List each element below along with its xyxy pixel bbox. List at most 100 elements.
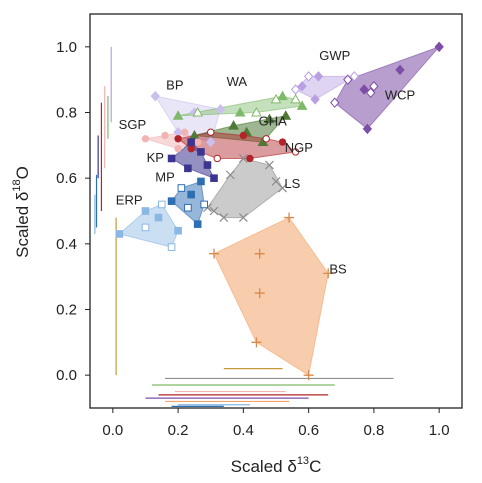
x-tick-label: 0.6	[298, 422, 319, 439]
point-bs	[254, 288, 265, 299]
group-hulls	[118, 45, 441, 377]
point-kp	[203, 161, 212, 169]
point-ngp	[187, 144, 195, 153]
y-axis-title-sup: 18	[11, 179, 23, 191]
point-sgp	[141, 135, 150, 143]
point-gha	[264, 113, 275, 124]
y-axis-title-tail: O	[13, 166, 32, 179]
point-mp	[200, 200, 209, 209]
point-sgp	[161, 131, 169, 140]
y-tick-label: 0.2	[56, 302, 77, 319]
point-ls	[238, 213, 248, 222]
point-mp	[187, 190, 195, 199]
point-wcp	[343, 74, 353, 85]
point-mp	[184, 203, 192, 212]
point-wcp	[330, 97, 340, 108]
point-ngp	[278, 138, 287, 146]
hull-bs	[213, 216, 329, 377]
point-bs	[209, 248, 219, 259]
group-label-erp: ERP	[116, 192, 143, 207]
point-bs	[323, 268, 334, 279]
point-wcp	[362, 123, 373, 135]
point-mp	[197, 177, 205, 186]
point-bs	[251, 337, 262, 348]
point-erp	[167, 243, 176, 251]
point-gwp	[313, 71, 324, 82]
point-mp	[193, 220, 202, 228]
point-erp	[115, 230, 124, 238]
group-label-bs: BS	[329, 261, 347, 276]
point-wa	[251, 106, 262, 117]
y-tick-label: 0.0	[56, 367, 77, 384]
point-bs	[254, 248, 265, 259]
point-kp	[184, 164, 192, 173]
group-label-ngp: NGP	[285, 140, 313, 155]
y-tick-label: 0.8	[56, 105, 77, 122]
point-mp	[177, 184, 186, 192]
y-tick-label: 0.6	[56, 170, 77, 187]
point-ngp	[174, 135, 182, 143]
point-wa	[172, 110, 184, 120]
point-gha	[280, 110, 292, 120]
point-erp	[141, 223, 150, 232]
group-label-kp: KP	[147, 150, 164, 165]
point-ngp	[207, 128, 215, 136]
point-wcp	[359, 84, 369, 95]
point-wa	[192, 106, 204, 117]
point-ngp	[246, 154, 254, 163]
group-label-mp: MP	[155, 169, 175, 184]
point-wa	[296, 100, 308, 110]
point-gwp	[303, 71, 314, 82]
point-mp	[167, 197, 176, 205]
y-axis-title: Scaled δ18O	[11, 166, 32, 258]
point-bp	[215, 103, 226, 115]
point-wa	[270, 93, 282, 104]
point-sgp	[193, 138, 202, 146]
x-tick-label: 0.8	[363, 422, 384, 439]
point-bs	[303, 370, 314, 381]
group-label-gwp: GWP	[319, 48, 350, 63]
x-axis-title-sup: 13	[297, 455, 309, 467]
x-tick-label: 0.4	[233, 422, 254, 439]
point-bp	[150, 90, 160, 102]
point-kp	[187, 138, 195, 146]
plot-frame	[89, 13, 463, 409]
hull-mp	[170, 180, 205, 225]
point-sgp	[174, 144, 182, 153]
group-label-ls: LS	[284, 176, 300, 191]
point-ls	[209, 206, 219, 216]
point-kp	[210, 174, 218, 182]
point-gha	[228, 120, 239, 130]
point-ngp	[239, 131, 248, 140]
y-axis-title-base: Scaled δ	[13, 192, 32, 258]
x-tick-label: 0.2	[168, 422, 189, 439]
point-bp	[206, 136, 216, 148]
group-labels: WCP GWP BP WA GHA SGP NGP KP LS MP ERP BS	[116, 48, 415, 276]
group-label-wa: WA	[227, 74, 248, 89]
x-tick-label: 1.0	[429, 422, 450, 439]
point-wcp	[365, 87, 376, 99]
x-axis-title: Scaled δ13C	[231, 455, 322, 476]
x-tick-label: 0.0	[102, 422, 123, 439]
point-ls	[278, 183, 287, 193]
y-tick-label: 1.0	[56, 39, 77, 56]
y-axis-ticks: 0.0 0.2 0.4 0.6 0.8 1.0	[56, 39, 90, 384]
point-ngp	[262, 135, 270, 143]
range-bars	[94, 46, 394, 407]
x-axis-ticks: 0.0 0.2 0.4 0.6 0.8 1.0	[102, 408, 450, 439]
point-erp	[154, 213, 163, 222]
point-ngp	[291, 148, 300, 156]
point-ls	[238, 154, 248, 163]
data-points	[115, 41, 444, 381]
point-bs	[284, 212, 295, 223]
point-kp	[167, 154, 176, 163]
point-erp	[141, 207, 150, 215]
point-wcp	[395, 64, 405, 76]
point-wa	[234, 106, 246, 117]
point-ngp	[213, 154, 221, 163]
point-wa	[290, 93, 301, 104]
point-wcp	[434, 41, 444, 53]
group-label-bp: BP	[166, 78, 183, 93]
point-wcp	[369, 80, 379, 92]
